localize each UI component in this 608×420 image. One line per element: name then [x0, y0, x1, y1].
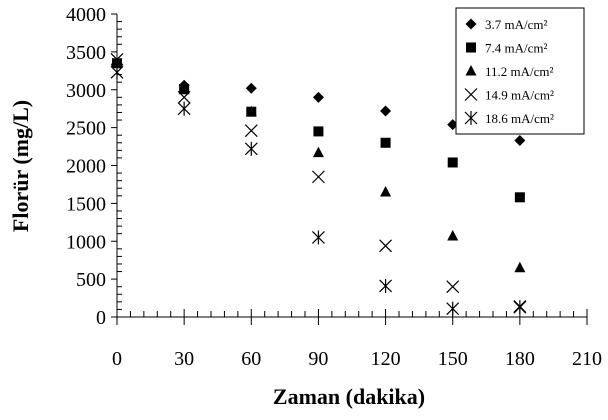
x-axis-title: Zaman (dakika)	[273, 384, 425, 409]
legend-label: 14.9 mA/cm²	[485, 88, 554, 103]
legend-box	[455, 7, 585, 135]
data-point	[380, 137, 391, 148]
data-point	[447, 119, 459, 131]
series-triangle	[111, 57, 526, 273]
legend-marker-diamond	[465, 18, 477, 30]
data-point	[447, 157, 458, 168]
legend-label: 18.6 mA/cm²	[485, 111, 554, 126]
data-point	[514, 192, 525, 203]
data-point	[379, 239, 392, 253]
data-point	[244, 141, 258, 156]
data-point	[313, 126, 324, 137]
series-asterisk	[110, 65, 527, 316]
data-point	[245, 82, 257, 94]
y-tick-label: 500	[76, 269, 106, 291]
legend-marker-triangle	[465, 65, 477, 76]
y-tick-label: 1500	[66, 193, 106, 215]
data-point	[379, 278, 392, 293]
legend-label: 11.2 mA/cm²	[485, 64, 554, 79]
series-diamond	[111, 57, 526, 147]
legend: 3.7 mA/cm² 7.4 mA/cm² 11.2 mA/cm² 14.9 mA/c…	[455, 7, 585, 135]
data-point	[514, 261, 526, 273]
y-tick-label: 3000	[66, 80, 106, 102]
data-point	[110, 53, 124, 66]
data-point	[380, 186, 392, 197]
data-point	[446, 280, 460, 294]
y-tick-label: 1000	[66, 231, 106, 253]
data-point	[513, 300, 527, 315]
legend-marker-square	[466, 42, 476, 53]
y-tick-label: 0	[96, 307, 106, 329]
y-tick-label: 3500	[66, 42, 106, 64]
data-point	[110, 65, 124, 80]
data-point	[312, 91, 324, 103]
x-tick-label: 60	[241, 348, 261, 370]
x-tick-label: 210	[572, 348, 602, 370]
y-tick-label: 2500	[66, 118, 106, 140]
x-tick-label: 0	[112, 348, 122, 370]
data-point	[447, 229, 459, 241]
data-point	[178, 83, 190, 95]
data-point	[312, 230, 325, 245]
y-tick-label: 4000	[66, 4, 106, 26]
data-point	[312, 170, 325, 184]
data-points	[110, 53, 527, 316]
data-point	[245, 105, 257, 117]
data-point	[446, 301, 460, 316]
data-point	[111, 57, 123, 68]
legend-label: 7.4 mA/cm²	[485, 41, 547, 56]
x-tick-label: 30	[174, 348, 194, 370]
legend-marker-asterisk	[464, 111, 478, 125]
x-tick-label: 120	[371, 348, 401, 370]
legend-label: 3.7 mA/cm²	[485, 17, 547, 32]
legend-marker-x	[464, 88, 478, 101]
data-point	[177, 101, 191, 116]
y-axis-title: Florür (mg/L)	[8, 100, 33, 232]
data-point	[312, 146, 324, 158]
data-point	[177, 90, 191, 104]
data-point	[244, 124, 258, 138]
x-tick-label: 150	[438, 348, 468, 370]
x-tick-label: 180	[505, 348, 535, 370]
tick-labels: 0 500 1000 1500 2000 2500 3000 3500 4000 0 30 60 90 1…	[66, 4, 602, 370]
y-tick-label: 2000	[66, 156, 106, 178]
x-tick-label: 90	[308, 348, 328, 370]
tick-marks	[111, 13, 588, 325]
data-point	[514, 135, 526, 147]
data-point	[380, 105, 392, 117]
